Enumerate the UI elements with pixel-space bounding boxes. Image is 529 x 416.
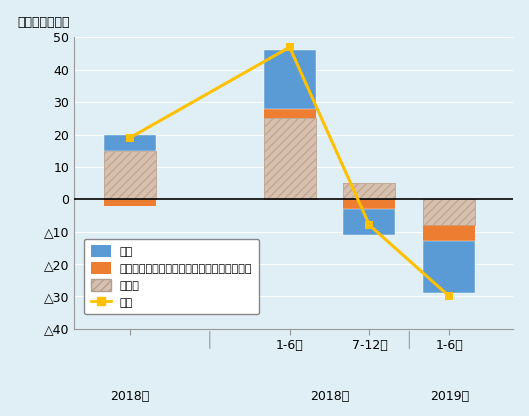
Bar (423, 199, 475, 225)
Bar (343, 209, 395, 235)
Bar (104, 134, 156, 151)
Bar (263, 50, 316, 109)
Bar (423, 225, 475, 241)
Bar (423, 241, 475, 293)
Text: 2019年: 2019年 (430, 390, 469, 403)
Bar (423, 225, 475, 241)
Bar (263, 109, 316, 118)
Text: 2018年: 2018年 (310, 390, 349, 403)
Bar (343, 199, 395, 209)
Bar (263, 118, 316, 199)
Bar (104, 151, 156, 199)
Bar (263, 109, 316, 118)
Bar (104, 151, 156, 199)
Bar (343, 199, 395, 209)
Text: 2018年: 2018年 (111, 390, 150, 403)
Bar (263, 118, 316, 199)
Text: （前年比、％）: （前年比、％） (17, 16, 69, 29)
Bar (343, 183, 395, 199)
Bar (423, 199, 475, 225)
Bar (104, 199, 156, 206)
Legend: 製造, セールス、マーケティング、およびサポート, その他, 全体: 製造, セールス、マーケティング、およびサポート, その他, 全体 (84, 238, 259, 314)
Bar (343, 183, 395, 199)
Bar (104, 199, 156, 206)
